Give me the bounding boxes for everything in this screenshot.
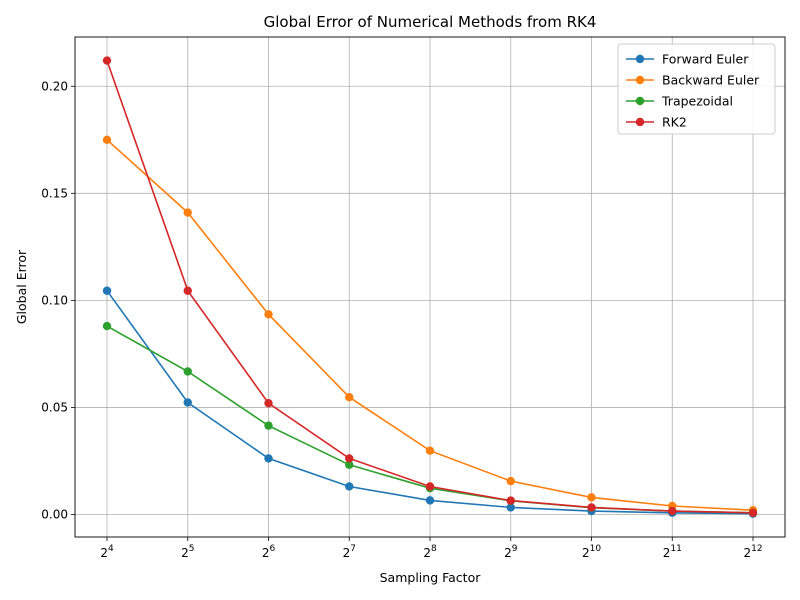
chart-title: Global Error of Numerical Methods from R… (264, 13, 597, 31)
data-point-trapezoidal (264, 421, 273, 430)
y-tick-label: 0.05 (41, 400, 68, 414)
legend-marker-rk2 (635, 117, 645, 127)
x-axis-title: Sampling Factor (380, 570, 482, 585)
data-point-trapezoidal (183, 367, 192, 376)
data-point-backward-euler (587, 493, 596, 502)
data-point-rk2 (183, 286, 192, 295)
data-point-rk2 (587, 503, 596, 512)
data-point-rk2 (506, 496, 515, 505)
data-point-rk2 (345, 454, 354, 463)
series-layer (102, 56, 758, 518)
data-point-forward-euler (102, 286, 112, 295)
x-tick-label: 25 (181, 544, 194, 560)
data-point-rk2 (425, 482, 435, 491)
y-tick-label: 0.20 (41, 79, 68, 93)
data-point-rk2 (748, 508, 758, 518)
x-tick-label: 27 (343, 544, 356, 560)
y-tick-label: 0.00 (41, 508, 68, 522)
data-point-forward-euler (425, 496, 435, 505)
legend-label-rk2: RK2 (662, 115, 687, 130)
data-point-forward-euler (345, 482, 354, 491)
x-tick-label: 211 (663, 544, 682, 560)
series-rk2 (102, 56, 758, 518)
data-point-forward-euler (264, 454, 273, 463)
data-point-forward-euler (506, 503, 515, 512)
data-point-backward-euler (102, 135, 112, 144)
data-point-backward-euler (264, 310, 273, 319)
legend: Forward Euler Backward Euler Trapezoidal RK… (617, 43, 776, 135)
y-tick-label: 0.15 (41, 186, 68, 200)
data-point-backward-euler (183, 208, 192, 217)
x-axis: 24 25 26 27 28 29 210 211 212 (100, 537, 763, 560)
data-point-backward-euler (506, 476, 515, 486)
legend-marker-forward-euler (635, 54, 645, 64)
x-tick-label: 24 (100, 544, 114, 560)
data-point-backward-euler (425, 446, 435, 455)
legend-label-forward-euler: Forward Euler (662, 52, 749, 67)
x-tick-label: 210 (582, 544, 601, 560)
legend-marker-backward-euler (635, 75, 645, 85)
legend-label-trapezoidal: Trapezoidal (661, 94, 733, 109)
legend-marker-trapezoidal (635, 96, 645, 106)
legend-box (617, 43, 776, 135)
x-tick-label: 28 (423, 544, 437, 560)
data-point-backward-euler (345, 392, 354, 402)
y-axis: 0.00 0.05 0.10 0.15 0.20 (41, 79, 75, 522)
data-point-rk2 (102, 56, 112, 65)
legend-label-backward-euler: Backward Euler (662, 73, 760, 88)
data-point-trapezoidal (102, 321, 112, 331)
x-tick-label: 26 (262, 544, 276, 560)
x-tick-label: 29 (504, 544, 518, 560)
y-tick-label: 0.10 (41, 293, 68, 307)
data-point-rk2 (668, 506, 677, 516)
y-axis-title: Global Error (14, 249, 29, 324)
data-point-rk2 (264, 398, 273, 408)
data-point-forward-euler (183, 398, 192, 407)
data-point-trapezoidal (345, 460, 354, 470)
x-tick-label: 212 (743, 544, 762, 560)
